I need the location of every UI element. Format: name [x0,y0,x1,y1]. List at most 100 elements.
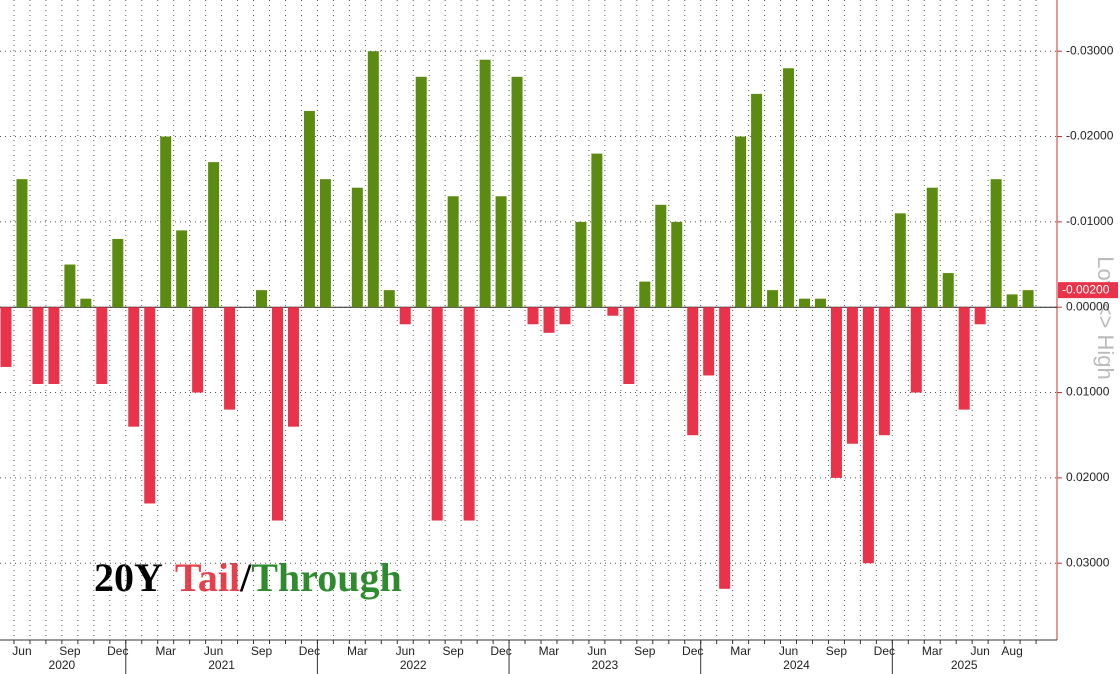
bar [671,221,683,308]
bar [1022,290,1034,308]
y-tick-label: -0.01000 [1066,214,1114,228]
bar [415,76,427,308]
bar [655,204,667,308]
bar [256,290,268,308]
chart-title: 20Y Tail/Through [94,555,402,600]
x-tick-label: Dec [682,644,703,658]
bar [958,307,970,410]
bar [192,307,204,393]
x-tick-label: Jun [779,644,798,658]
year-label: 2025 [951,658,978,672]
bar [367,51,379,308]
x-tick-label: Jun [396,644,415,658]
current-value-label: -0.00200 [1062,282,1110,296]
bar [846,307,858,444]
current-value-box [1058,282,1118,299]
y-tick-label: -0.03000 [1066,43,1114,57]
bar [224,307,236,410]
x-tick-label: Dec [490,644,511,658]
title-part: 20Y [94,555,163,600]
bar [639,281,651,308]
bar [176,230,188,308]
bar [607,307,619,316]
bar [623,307,635,384]
bar [735,136,747,308]
bar [463,307,475,521]
x-tick-label: Dec [874,644,895,658]
bar [160,136,172,308]
year-label: 2024 [783,658,810,672]
x-tick-label: Aug [1001,644,1022,658]
y-tick-label: 0.03000 [1066,555,1110,569]
bar [575,221,587,308]
year-label: 2021 [208,658,235,672]
bar [479,59,491,308]
bar [319,179,331,308]
title-part: Through [251,555,401,600]
bar [511,76,523,308]
bar [894,213,906,308]
bar [799,298,810,308]
bar [687,307,699,436]
bar [0,307,12,367]
bar [287,307,299,427]
bar [591,153,603,308]
title-part: / [239,555,252,600]
bar [862,307,874,564]
plot-layer [0,0,1062,640]
bar [399,307,411,325]
bar [703,307,715,376]
bar [271,307,283,521]
y-tick-label: 0.01000 [1066,385,1110,399]
bar [1006,294,1018,308]
bar [431,307,443,521]
x-tick-label: Sep [442,644,464,658]
year-label: 2022 [400,658,427,672]
bar [527,307,539,325]
y-tick-label: 0.02000 [1066,470,1110,484]
bar [447,196,459,308]
bar [495,196,507,308]
y-tick-label: -0.02000 [1066,129,1114,143]
bar [830,307,842,478]
x-tick-label: Dec [107,644,128,658]
bar [767,290,779,308]
x-tick-label: Mar [347,644,368,658]
x-tick-label: Jun [970,644,989,658]
bar [128,307,140,427]
x-tick-label: Mar [539,644,560,658]
x-tick-label: Mar [922,644,943,658]
bar [144,307,156,504]
title-part: Tail [175,555,240,600]
x-tick-label: Mar [730,644,751,658]
x-tick-label: Sep [251,644,273,658]
bar [926,187,938,308]
year-label: 2020 [49,658,76,672]
x-tick-label: Sep [634,644,656,658]
bar [974,307,986,325]
bar [208,162,220,308]
x-tick-label: Jun [204,644,223,658]
bar [719,307,731,589]
bar [751,93,763,308]
bar [910,307,922,393]
bar [814,298,826,308]
bar [783,68,795,308]
bar [64,264,76,308]
y-axis-label: Low <> High [1093,256,1118,380]
bar [112,238,124,308]
bar [878,307,890,436]
bar [990,179,1002,308]
x-tick-label: Jun [587,644,606,658]
x-tick-label: Dec [299,644,320,658]
bar [48,307,60,384]
bar [351,187,363,308]
bar [80,298,92,308]
bar [96,307,108,384]
x-tick-label: Sep [59,644,81,658]
x-tick-label: Sep [826,644,848,658]
x-tick-label: Mar [155,644,176,658]
bar [303,110,315,308]
bar [32,307,44,384]
